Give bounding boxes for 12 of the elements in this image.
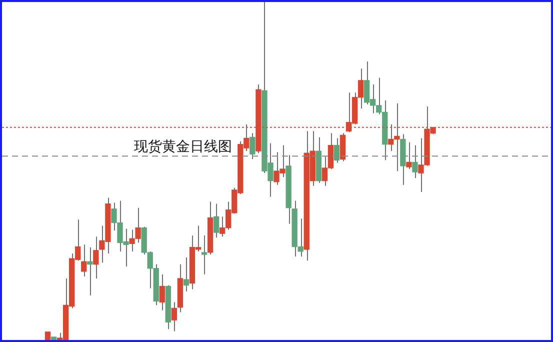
- text: 现货黄金日线图: [134, 138, 232, 155]
- candlestick: [171, 302, 177, 332]
- candlestick: [183, 257, 190, 292]
- candlestick: [81, 244, 87, 277]
- candlestick: [201, 235, 208, 275]
- candlestick: [406, 142, 412, 170]
- candlestick: [93, 236, 99, 279]
- candlestick: [334, 138, 340, 164]
- candlestick: [159, 274, 165, 311]
- candlestick: [250, 132, 256, 160]
- candlestick: [412, 144, 418, 179]
- candlestick: [213, 203, 220, 238]
